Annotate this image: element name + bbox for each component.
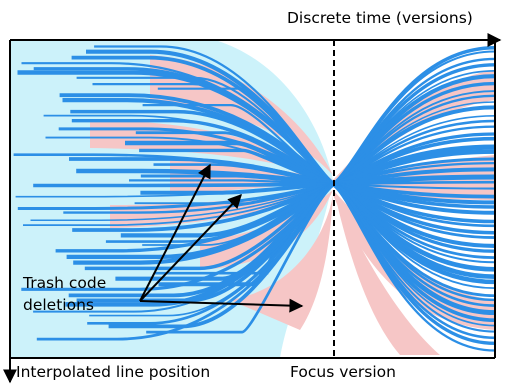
y-axis-label: Interpolated line position bbox=[16, 363, 211, 381]
future-code-lines bbox=[332, 45, 495, 352]
trash-code-deletions-label: Trash code deletions bbox=[23, 274, 107, 314]
code-line bbox=[33, 182, 335, 188]
annotation-arrows bbox=[139, 163, 304, 313]
x-axis-label: Discrete time (versions) bbox=[287, 9, 473, 27]
code-line bbox=[36, 182, 335, 341]
focus-version-label: Focus version bbox=[290, 363, 396, 381]
code-line bbox=[333, 183, 495, 352]
